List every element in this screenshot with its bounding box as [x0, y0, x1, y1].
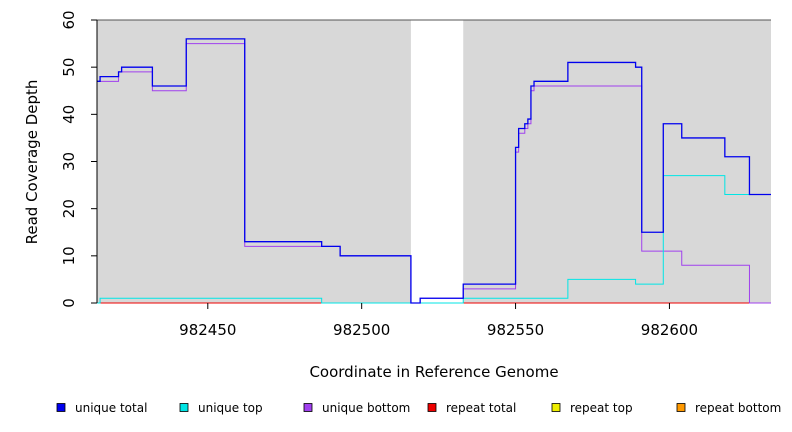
legend-swatch	[427, 403, 437, 412]
x-tick-label: 982500	[333, 321, 390, 339]
x-tick-label: 982550	[487, 321, 544, 339]
legend-item-unique-bottom: unique bottom	[303, 401, 410, 415]
y-axis-ticks: 0 10 20 30 40 50 60	[60, 10, 97, 308]
y-tick-label: 50	[60, 58, 78, 77]
legend-swatch	[179, 403, 189, 412]
y-tick-label: 40	[60, 105, 78, 124]
series-unique-top	[97, 175, 771, 304]
legend-item-repeat-bottom: repeat bottom	[676, 401, 781, 415]
legend-item-unique-total: unique total	[56, 401, 147, 415]
legend-label: unique top	[198, 401, 263, 415]
legend-item-repeat-top: repeat top	[551, 401, 633, 415]
shaded-region-0	[97, 20, 411, 303]
x-tick-label: 982600	[641, 321, 698, 339]
y-tick-label: 30	[60, 152, 78, 171]
legend-swatch	[56, 403, 66, 412]
series-unique-total	[97, 38, 771, 304]
legend-label: repeat top	[570, 401, 633, 415]
legend-swatch	[676, 403, 686, 412]
legend-item-repeat-total: repeat total	[427, 401, 516, 415]
legend-swatch	[303, 403, 313, 412]
legend-label: repeat bottom	[695, 401, 781, 415]
x-axis-ticks: 982450 982500 982550 982600	[179, 303, 698, 339]
y-tick-label: 0	[60, 298, 78, 308]
shaded-regions	[97, 20, 771, 303]
legend: unique total unique top unique bottom repea…	[56, 401, 781, 415]
legend-label: repeat total	[446, 401, 516, 415]
legend-label: unique bottom	[322, 401, 410, 415]
legend-label: unique total	[75, 401, 147, 415]
legend-item-unique-top: unique top	[179, 401, 263, 415]
y-tick-label: 60	[60, 10, 78, 29]
y-tick-label: 20	[60, 199, 78, 218]
shaded-region-1	[463, 20, 771, 303]
y-tick-label: 10	[60, 246, 78, 265]
series-lines	[97, 38, 771, 304]
x-axis-title: Coordinate in Reference Genome	[309, 363, 558, 381]
y-axis-title: Read Coverage Depth	[23, 80, 41, 245]
legend-swatch	[551, 403, 561, 412]
x-tick-label: 982450	[179, 321, 236, 339]
